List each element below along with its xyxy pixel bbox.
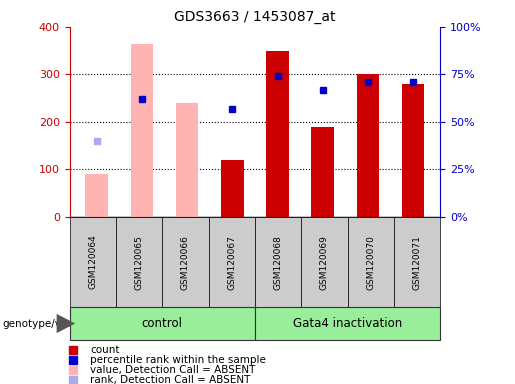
Bar (131, 43, 153, 217)
Text: value, Detection Call = ABSENT: value, Detection Call = ABSENT (90, 365, 255, 375)
Text: GSM120069: GSM120069 (320, 235, 329, 290)
Text: control: control (142, 317, 183, 330)
Text: GSM120068: GSM120068 (273, 235, 283, 290)
Text: Gata4 inactivation: Gata4 inactivation (293, 317, 402, 330)
Title: GDS3663 / 1453087_at: GDS3663 / 1453087_at (174, 10, 336, 25)
Bar (85, 174, 108, 217)
Bar (176, 103, 198, 217)
Bar (266, 51, 289, 217)
Text: percentile rank within the sample: percentile rank within the sample (90, 355, 266, 365)
Text: count: count (90, 345, 119, 355)
Text: rank, Detection Call = ABSENT: rank, Detection Call = ABSENT (90, 375, 250, 384)
Bar (312, 127, 334, 217)
Text: GSM120066: GSM120066 (181, 235, 190, 290)
Text: GSM120070: GSM120070 (366, 235, 375, 290)
Text: GSM120071: GSM120071 (413, 235, 422, 290)
Text: GSM120067: GSM120067 (227, 235, 236, 290)
Bar (221, 160, 244, 217)
Bar (357, 74, 379, 217)
Text: genotype/variation: genotype/variation (3, 318, 101, 329)
Bar (402, 84, 424, 217)
Text: GSM120064: GSM120064 (88, 235, 97, 290)
Text: GSM120065: GSM120065 (134, 235, 144, 290)
